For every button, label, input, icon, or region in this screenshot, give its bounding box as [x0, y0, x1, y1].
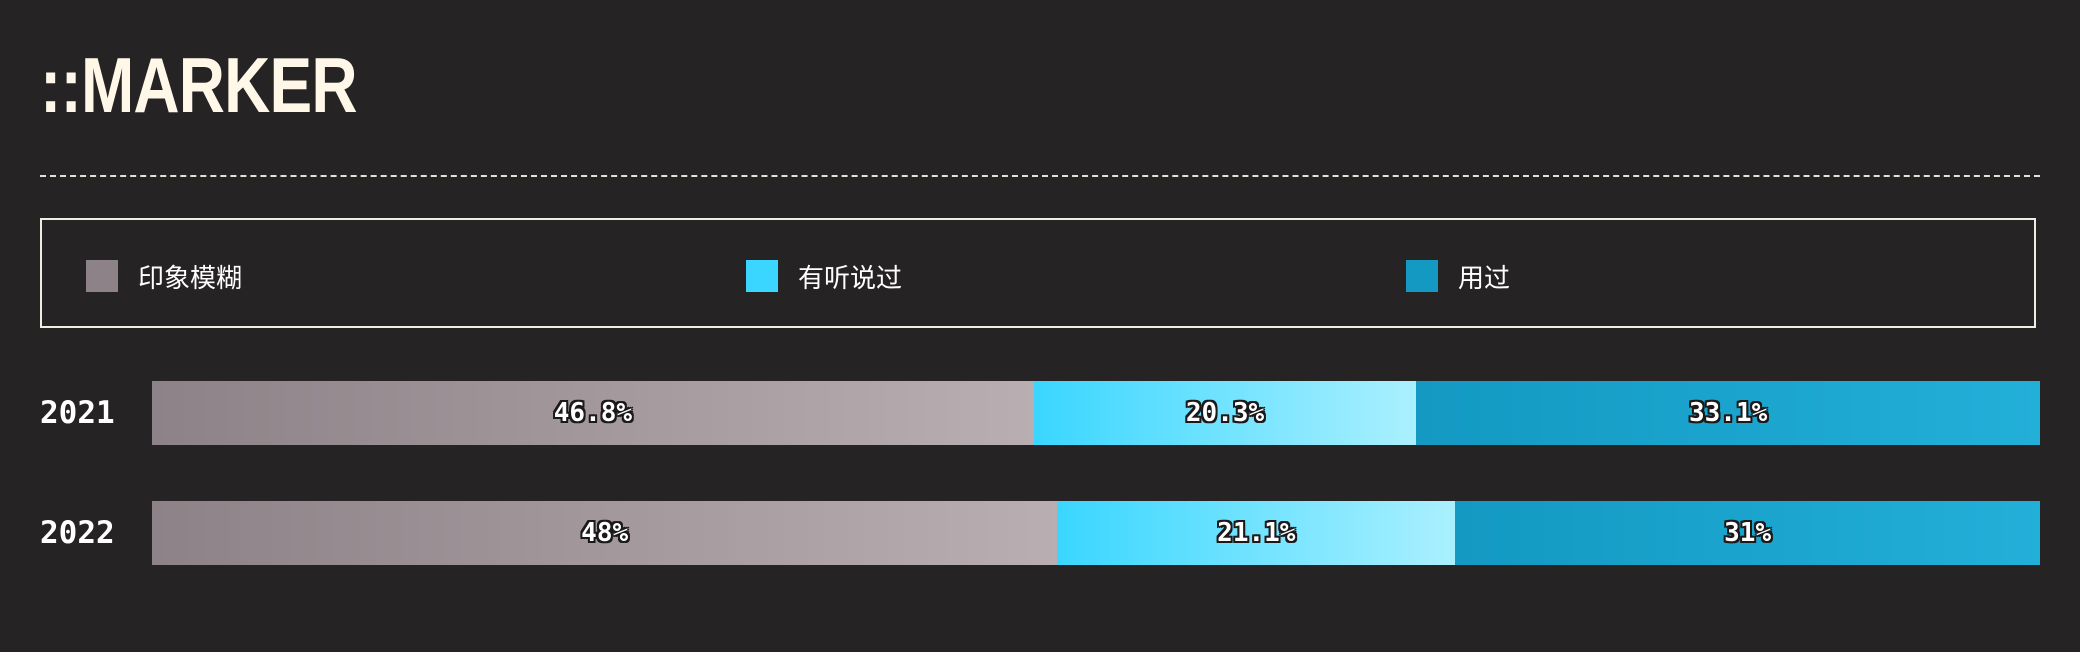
legend-item-0[interactable]: 印象模糊 — [86, 260, 243, 294]
data-label-2022-series-2: 31% — [1724, 518, 1772, 548]
bar-2022-series-1[interactable] — [1057, 501, 1456, 565]
data-label-2021-series-0: 46.8% — [553, 398, 633, 428]
legend-label-2: 用过 — [1458, 263, 1511, 294]
bar-2022-series-0[interactable] — [152, 501, 1058, 565]
data-label-2021-series-2: 33.1% — [1689, 398, 1768, 428]
bar-2022-series-2[interactable] — [1455, 501, 2040, 565]
row-label-2022: 2022 — [40, 515, 115, 551]
bar-2021-series-2[interactable] — [1416, 381, 2040, 445]
legend-swatch-1 — [746, 260, 778, 292]
legend-item-1[interactable]: 有听说过 — [746, 260, 903, 294]
legend-item-2[interactable]: 用过 — [1406, 260, 1511, 294]
bar-row-2021: 46.8% 20.3% 33.1% — [152, 381, 2040, 445]
data-label-2022-series-0: 48% — [581, 518, 629, 548]
bar-2021-series-1[interactable] — [1033, 381, 1417, 445]
row-label-2021: 2021 — [40, 395, 115, 431]
legend-label-0: 印象模糊 — [138, 263, 243, 294]
bar-2021-series-0[interactable] — [152, 381, 1034, 445]
legend-label-1: 有听说过 — [798, 263, 903, 294]
legend-swatch-0 — [86, 260, 118, 292]
bar-row-2022: 48% 21.1% 31% — [152, 501, 2040, 565]
data-label-2022-series-1: 21.1% — [1217, 518, 1296, 548]
legend-swatch-2 — [1406, 260, 1438, 292]
data-label-2021-series-1: 20.3% — [1185, 398, 1265, 428]
legend: 印象模糊 有听说过 用过 — [40, 218, 2036, 328]
chart-title: ::MARKER — [40, 41, 358, 129]
dashed-divider — [40, 175, 2040, 177]
